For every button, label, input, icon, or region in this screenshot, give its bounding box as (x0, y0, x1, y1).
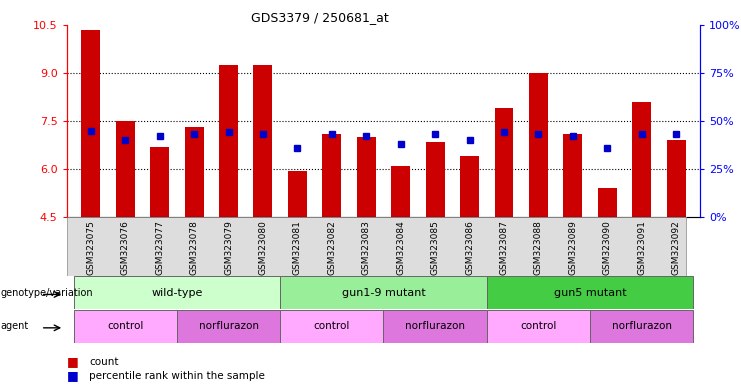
Text: GSM323089: GSM323089 (568, 220, 577, 275)
Text: gun1-9 mutant: gun1-9 mutant (342, 288, 425, 298)
Bar (280, 310, 384, 343)
Bar (598, 188, 617, 217)
Bar (288, 170, 307, 217)
Bar (384, 310, 487, 343)
Text: wild-type: wild-type (151, 288, 202, 298)
Bar (185, 127, 204, 217)
Text: ■: ■ (67, 369, 79, 382)
Text: percentile rank within the sample: percentile rank within the sample (89, 371, 265, 381)
Text: GSM323083: GSM323083 (362, 220, 370, 275)
Bar (73, 276, 280, 309)
Text: control: control (520, 321, 556, 331)
Text: GSM323087: GSM323087 (499, 220, 508, 275)
Text: ■: ■ (67, 355, 79, 368)
Text: GSM323082: GSM323082 (328, 220, 336, 275)
Bar (590, 310, 694, 343)
Text: GSM323091: GSM323091 (637, 220, 646, 275)
Title: GDS3379 / 250681_at: GDS3379 / 250681_at (251, 11, 389, 24)
Text: GSM323079: GSM323079 (224, 220, 233, 275)
Bar (494, 108, 514, 217)
Text: norflurazon: norflurazon (199, 321, 259, 331)
Text: GSM323085: GSM323085 (431, 220, 439, 275)
Text: GSM323075: GSM323075 (86, 220, 96, 275)
Bar (116, 121, 135, 217)
Bar (563, 134, 582, 217)
Bar (150, 147, 169, 217)
Bar (280, 276, 487, 309)
Text: GSM323092: GSM323092 (671, 220, 681, 275)
Text: GSM323086: GSM323086 (465, 220, 474, 275)
Bar (460, 156, 479, 217)
Text: norflurazon: norflurazon (405, 321, 465, 331)
Bar (73, 310, 177, 343)
Bar (177, 310, 280, 343)
Text: genotype/variation: genotype/variation (1, 288, 93, 298)
Bar (425, 142, 445, 217)
Text: GSM323088: GSM323088 (534, 220, 543, 275)
Text: norflurazon: norflurazon (612, 321, 671, 331)
Text: GSM323077: GSM323077 (155, 220, 165, 275)
Bar (253, 65, 273, 217)
Bar (322, 134, 342, 217)
Text: control: control (313, 321, 350, 331)
Bar (219, 65, 238, 217)
Text: GSM323080: GSM323080 (259, 220, 268, 275)
Text: gun5 mutant: gun5 mutant (554, 288, 626, 298)
Text: GSM323081: GSM323081 (293, 220, 302, 275)
Text: GSM323090: GSM323090 (602, 220, 612, 275)
Text: GSM323076: GSM323076 (121, 220, 130, 275)
Text: control: control (107, 321, 144, 331)
Bar (632, 102, 651, 217)
Text: GSM323084: GSM323084 (396, 220, 405, 275)
Bar (667, 140, 685, 217)
Bar (82, 30, 100, 217)
Bar (487, 276, 694, 309)
Text: GSM323078: GSM323078 (190, 220, 199, 275)
Bar (356, 137, 376, 217)
Bar (391, 166, 411, 217)
Bar (529, 73, 548, 217)
Text: count: count (89, 357, 119, 367)
Bar (487, 310, 590, 343)
Text: agent: agent (1, 321, 29, 331)
